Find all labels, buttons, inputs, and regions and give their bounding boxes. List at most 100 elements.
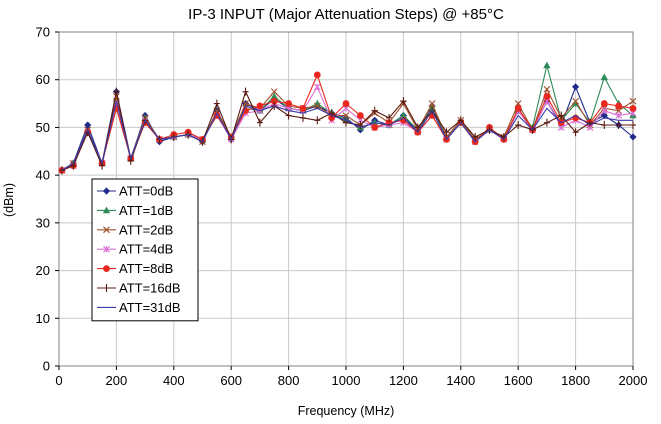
legend-item: ATT=0dB	[97, 184, 173, 199]
legend-label: ATT=31dB	[119, 300, 181, 315]
data-point	[256, 102, 264, 110]
x-tick-label: 200	[106, 373, 128, 388]
y-tick-label: 40	[36, 168, 50, 183]
axes	[55, 31, 634, 370]
series-line	[61, 101, 633, 171]
data-point	[270, 88, 278, 96]
data-point	[515, 121, 522, 130]
legend-item: ATT=4dB	[97, 242, 173, 257]
legend-swatch-marker	[103, 265, 110, 273]
x-tick-label: 1600	[504, 373, 533, 388]
data-point	[600, 100, 608, 107]
legend-swatch-marker	[103, 226, 110, 234]
data-point	[558, 111, 565, 120]
data-point	[386, 113, 393, 122]
legend-label: ATT=4dB	[119, 242, 173, 257]
legend-swatch-marker	[102, 187, 111, 195]
data-point	[514, 104, 522, 112]
legend-item: ATT=16dB	[97, 281, 181, 296]
data-point	[371, 106, 378, 115]
data-point	[514, 100, 522, 107]
y-tick-label: 50	[36, 120, 50, 135]
data-point	[313, 71, 321, 79]
y-tick-label: 70	[36, 25, 50, 40]
data-point	[342, 100, 350, 107]
y-tick-label: 10	[36, 311, 50, 326]
data-point	[342, 112, 350, 119]
x-tick-label: 400	[163, 373, 185, 388]
data-point	[543, 61, 551, 69]
x-tick-label: 1200	[389, 373, 418, 388]
x-tick-label: 1800	[561, 373, 590, 388]
data-point	[600, 73, 608, 81]
data-point	[428, 100, 436, 107]
legend-swatch-marker	[103, 245, 110, 253]
data-point	[242, 87, 249, 96]
data-point	[543, 118, 550, 127]
y-axis-label: (dBm)	[2, 183, 16, 217]
data-point	[113, 87, 120, 96]
data-point	[299, 113, 306, 122]
legend: ATT=0dB ATT=1dB ATT=2dB ATT=4dB ATT=8dB ATT=1…	[91, 178, 199, 322]
legend-item: ATT=8dB	[97, 261, 173, 276]
y-tick-label: 0	[43, 359, 50, 374]
series-att-31db	[61, 101, 633, 171]
data-point	[313, 83, 321, 91]
data-point	[543, 85, 551, 93]
legend-label: ATT=0dB	[119, 184, 173, 199]
legend-item: ATT=31dB	[97, 300, 181, 315]
legend-label: ATT=16dB	[119, 281, 181, 296]
data-point	[615, 121, 622, 130]
y-tick-label: 30	[36, 215, 50, 230]
data-point	[572, 83, 580, 91]
x-tick-labels: 0 200 400 600 800 1000 1200 1400 1600 1800 2000	[55, 373, 647, 388]
x-tick-label: 0	[55, 373, 62, 388]
data-point	[285, 100, 293, 107]
data-point	[572, 128, 579, 137]
legend-item: ATT=2dB	[97, 222, 173, 237]
data-point	[356, 112, 364, 119]
data-point	[443, 128, 450, 137]
chart-title: IP-3 INPUT (Major Attenuation Steps) @ +…	[188, 6, 504, 23]
legend-label: ATT=2dB	[119, 222, 173, 237]
data-point	[256, 118, 263, 127]
y-tick-labels: 0 10 20 30 40 50 60 70	[36, 25, 50, 374]
data-point	[242, 100, 249, 107]
legend-swatch-marker	[103, 284, 110, 292]
data-point	[615, 112, 623, 119]
x-tick-label: 1000	[332, 373, 361, 388]
x-tick-label: 1400	[446, 373, 475, 388]
y-tick-label: 60	[36, 72, 50, 87]
data-point	[213, 99, 220, 108]
data-point	[58, 166, 65, 175]
data-point	[629, 133, 637, 141]
data-point	[615, 102, 623, 110]
legend-box	[91, 178, 199, 322]
legend-label: ATT=1dB	[119, 203, 173, 218]
x-axis-label: Frequency (MHz)	[298, 404, 395, 418]
data-point	[600, 107, 608, 115]
x-tick-label: 800	[278, 373, 300, 388]
series-group	[58, 61, 637, 175]
data-point	[84, 121, 92, 129]
data-point	[414, 123, 421, 132]
x-tick-label: 600	[220, 373, 242, 388]
data-point	[313, 102, 321, 110]
data-point	[113, 93, 120, 100]
legend-item: ATT=1dB	[97, 203, 173, 218]
data-point	[472, 132, 479, 141]
data-point	[572, 97, 579, 105]
data-point	[601, 121, 608, 130]
data-point	[299, 104, 307, 112]
data-point	[285, 111, 292, 120]
y-tick-label: 20	[36, 263, 50, 278]
data-point	[371, 124, 379, 131]
grid	[58, 31, 634, 367]
legend-label: ATT=8dB	[119, 261, 173, 276]
data-point	[314, 116, 321, 125]
data-point	[630, 121, 636, 130]
data-point	[400, 97, 407, 106]
x-tick-label: 2000	[619, 373, 648, 388]
data-point	[629, 97, 637, 105]
